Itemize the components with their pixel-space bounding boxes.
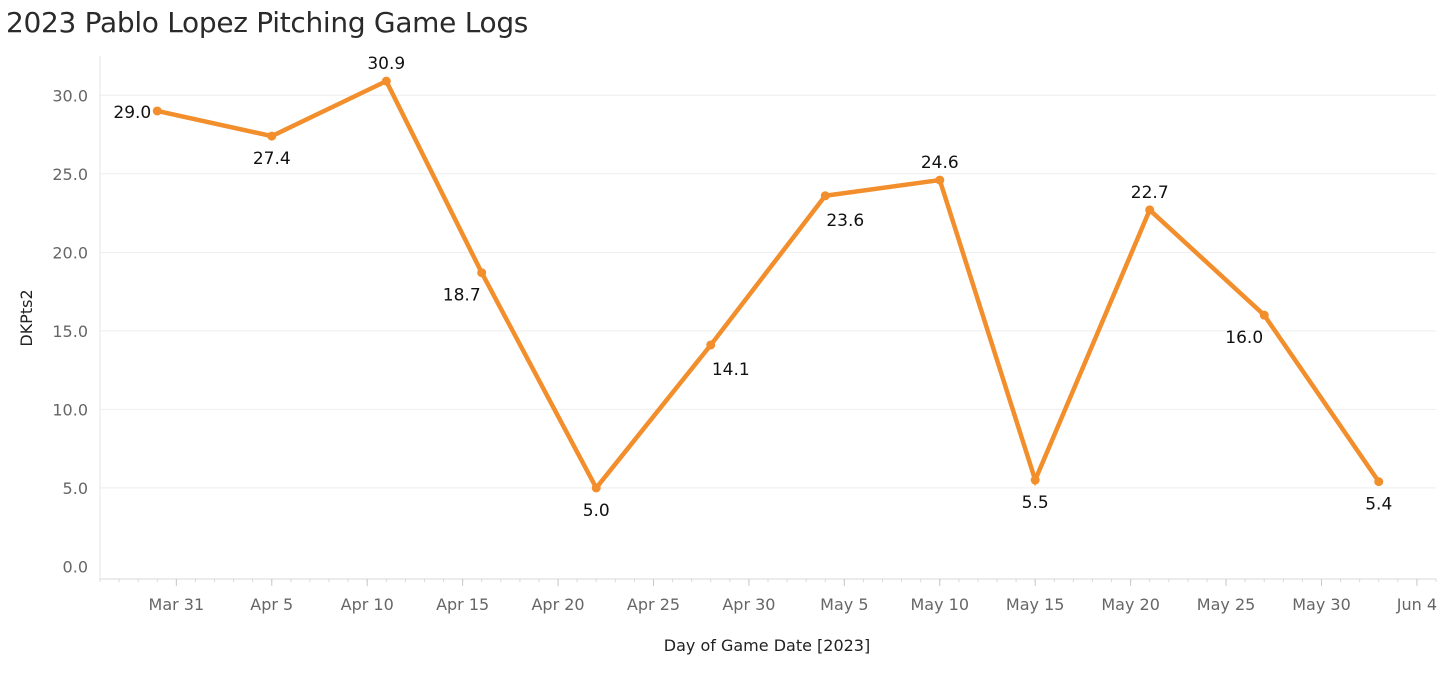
x-tick-label: Jun 4 bbox=[1396, 595, 1437, 614]
data-label: 22.7 bbox=[1131, 183, 1169, 203]
data-point bbox=[1145, 205, 1155, 215]
data-label: 24.6 bbox=[921, 153, 959, 173]
y-tick-label: 20.0 bbox=[52, 243, 88, 262]
data-point bbox=[706, 340, 716, 350]
data-point bbox=[935, 175, 945, 185]
x-tick-label: May 5 bbox=[820, 595, 868, 614]
y-tick-label: 10.0 bbox=[52, 400, 88, 419]
y-tick-label: 25.0 bbox=[52, 165, 88, 184]
data-label: 18.7 bbox=[443, 286, 481, 306]
x-tick-label: Apr 25 bbox=[627, 595, 680, 614]
x-tick-label: May 30 bbox=[1292, 595, 1351, 614]
x-tick-label: Apr 15 bbox=[436, 595, 489, 614]
x-tick-label: May 10 bbox=[911, 595, 970, 614]
data-point bbox=[1374, 477, 1384, 487]
data-label: 5.5 bbox=[1022, 493, 1049, 513]
x-tick-label: Apr 20 bbox=[531, 595, 584, 614]
chart-title: 2023 Pablo Lopez Pitching Game Logs bbox=[6, 6, 529, 39]
data-label: 27.4 bbox=[253, 149, 291, 169]
data-label: 5.0 bbox=[583, 501, 610, 521]
x-tick-label: May 20 bbox=[1101, 595, 1160, 614]
data-point bbox=[820, 191, 830, 201]
y-tick-label: 0.0 bbox=[63, 557, 88, 576]
x-tick-label: Apr 30 bbox=[722, 595, 775, 614]
series-line bbox=[155, 78, 1381, 492]
y-axis-title: DKPts2 bbox=[17, 289, 36, 346]
data-point bbox=[152, 106, 162, 116]
data-label: 23.6 bbox=[826, 211, 864, 231]
data-label: 14.1 bbox=[712, 360, 750, 380]
data-point bbox=[1259, 310, 1269, 320]
x-axis-ticks: Mar 31 Apr 5 Apr 10 Apr 15 Apr 20 Apr 25 Apr 3… bbox=[99, 579, 1437, 614]
data-label: 29.0 bbox=[113, 103, 151, 123]
x-tick-label: Mar 31 bbox=[149, 595, 205, 614]
data-point bbox=[267, 131, 277, 141]
data-labels: 29.0 27.4 30.9 18.7 5.0 14.1 23.6 24.6 5.5 22.7 16… bbox=[113, 54, 1392, 521]
y-tick-label: 15.0 bbox=[52, 322, 88, 341]
y-tick-label: 30.0 bbox=[52, 86, 88, 105]
data-label: 30.9 bbox=[367, 54, 405, 74]
x-tick-label: Apr 5 bbox=[250, 595, 293, 614]
data-point bbox=[591, 483, 601, 493]
data-point bbox=[477, 268, 487, 278]
y-axis-ticks: 0.0 5.0 10.0 15.0 20.0 25.0 30.0 bbox=[52, 86, 88, 576]
axes bbox=[99, 56, 1436, 580]
x-tick-label: Apr 10 bbox=[341, 595, 394, 614]
data-label: 16.0 bbox=[1225, 328, 1263, 348]
data-label: 5.4 bbox=[1365, 495, 1392, 515]
x-axis-title: Day of Game Date [2023] bbox=[664, 636, 870, 655]
x-tick-label: May 25 bbox=[1197, 595, 1256, 614]
gridlines bbox=[100, 94, 1436, 489]
x-tick-label: May 15 bbox=[1006, 595, 1065, 614]
data-point bbox=[381, 76, 391, 86]
data-point bbox=[1030, 475, 1040, 485]
series-dkpts2 bbox=[155, 78, 1381, 492]
y-tick-label: 5.0 bbox=[63, 479, 88, 498]
data-points bbox=[152, 76, 1384, 493]
